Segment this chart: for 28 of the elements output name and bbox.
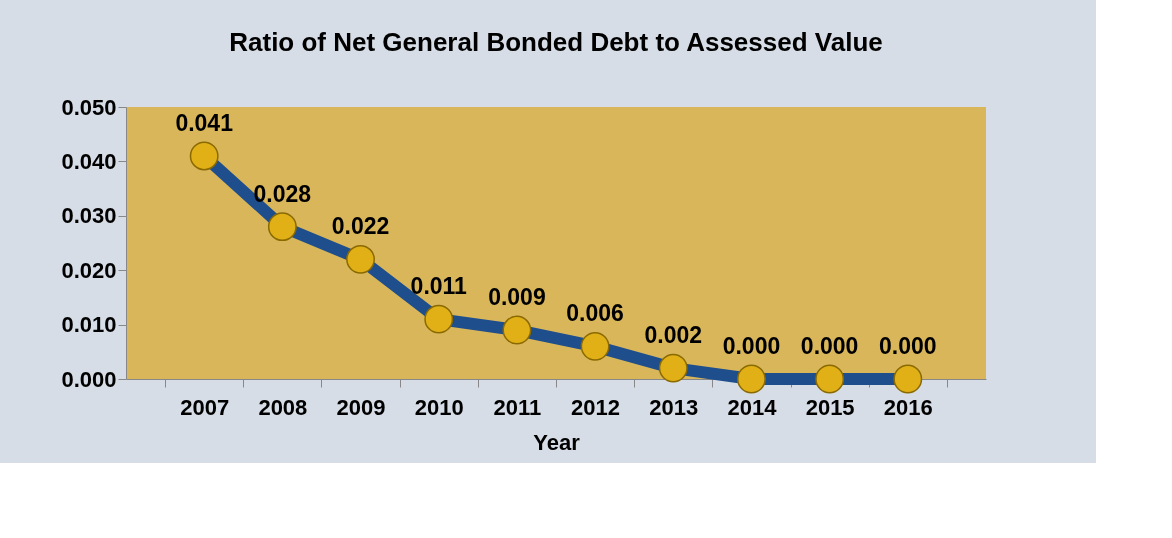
data-label: 0.000 bbox=[722, 333, 781, 359]
data-label: 0.006 bbox=[566, 300, 624, 327]
x-tick-label: 2009 bbox=[336, 394, 386, 420]
y-tick-label: 0.010 bbox=[61, 312, 117, 338]
x-tick-label: 2012 bbox=[571, 394, 621, 420]
data-label: 0.028 bbox=[253, 180, 312, 207]
x-tick-label: 2011 bbox=[493, 394, 542, 420]
data-label: 0.009 bbox=[488, 284, 546, 311]
x-tick-label: 2016 bbox=[883, 394, 933, 420]
x-tick-label: 2015 bbox=[805, 394, 855, 420]
data-label: 0.002 bbox=[644, 322, 703, 349]
data-label: 0.000 bbox=[800, 333, 859, 359]
x-tick-label: 2014 bbox=[727, 394, 778, 420]
y-tick-label: 0.000 bbox=[61, 366, 117, 392]
y-tick-label: 0.050 bbox=[61, 94, 117, 120]
data-label: 0.041 bbox=[175, 109, 234, 136]
x-tick-label: 2010 bbox=[414, 394, 464, 420]
y-tick-label: 0.030 bbox=[61, 203, 117, 229]
x-tick-label: 2008 bbox=[258, 394, 308, 420]
data-label: 0.000 bbox=[879, 333, 937, 359]
x-axis-title: Year bbox=[533, 429, 581, 455]
y-tick-label: 0.020 bbox=[61, 257, 117, 283]
chart-title: Ratio of Net General Bonded Debt to Assessed Value bbox=[229, 27, 883, 57]
data-label: 0.022 bbox=[331, 213, 390, 240]
y-tick-label: 0.040 bbox=[61, 148, 117, 174]
x-tick-label: 2013 bbox=[649, 394, 699, 420]
x-tick-label: 2007 bbox=[180, 394, 230, 420]
data-label: 0.011 bbox=[410, 273, 468, 300]
